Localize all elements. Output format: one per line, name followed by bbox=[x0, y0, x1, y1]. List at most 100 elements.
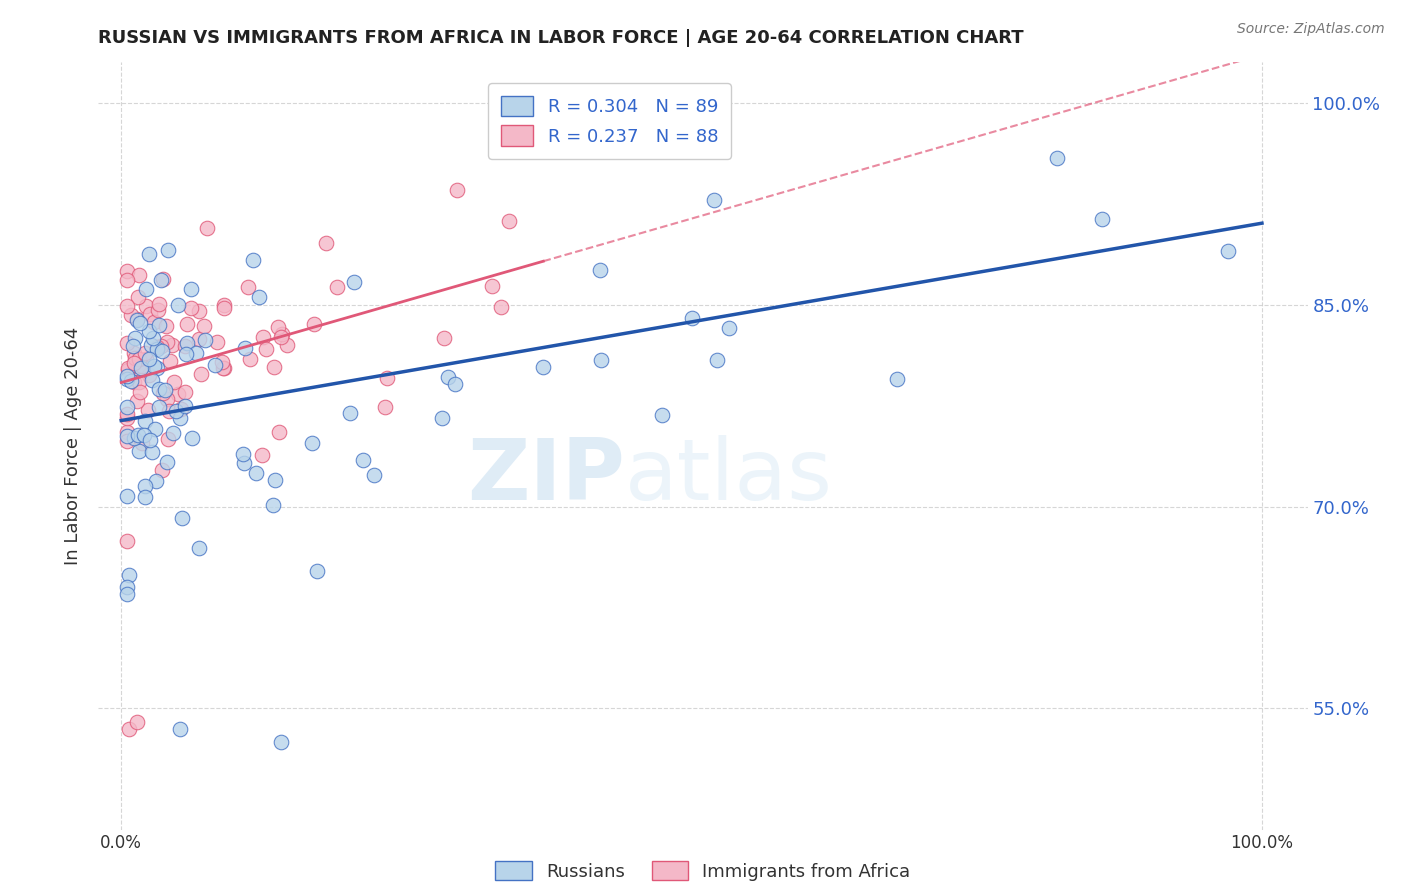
Point bbox=[706, 352, 728, 367]
Point bbox=[375, 371, 398, 385]
Point bbox=[157, 404, 180, 418]
Point bbox=[135, 352, 157, 367]
Point bbox=[176, 347, 198, 361]
Point bbox=[135, 299, 157, 313]
Point bbox=[146, 340, 169, 354]
Point bbox=[176, 317, 198, 331]
Point bbox=[165, 403, 187, 417]
Point bbox=[128, 351, 150, 366]
Point bbox=[589, 263, 612, 277]
Point bbox=[239, 352, 262, 367]
Point bbox=[172, 511, 194, 525]
Point bbox=[129, 384, 152, 399]
Point bbox=[169, 722, 191, 736]
Point bbox=[157, 244, 180, 258]
Point bbox=[194, 334, 217, 348]
Point bbox=[481, 278, 503, 293]
Point bbox=[115, 428, 138, 442]
Point bbox=[122, 375, 145, 389]
Text: RUSSIAN VS IMMIGRANTS FROM AFRICA IN LABOR FORCE | AGE 20-64 CORRELATION CHART: RUSSIAN VS IMMIGRANTS FROM AFRICA IN LAB… bbox=[98, 29, 1024, 47]
Point bbox=[115, 264, 138, 278]
Point bbox=[339, 406, 361, 420]
Point bbox=[651, 408, 673, 422]
Point bbox=[138, 351, 160, 366]
Point bbox=[214, 360, 236, 375]
Point bbox=[195, 220, 218, 235]
Point bbox=[186, 345, 208, 359]
Point bbox=[343, 275, 366, 289]
Point bbox=[162, 426, 184, 441]
Point bbox=[136, 403, 159, 417]
Point bbox=[270, 330, 292, 344]
Point bbox=[150, 463, 173, 477]
Point bbox=[498, 213, 520, 227]
Point bbox=[134, 345, 156, 359]
Point bbox=[204, 358, 226, 372]
Point bbox=[124, 331, 146, 345]
Point bbox=[138, 307, 160, 321]
Point bbox=[122, 431, 145, 445]
Point bbox=[138, 324, 160, 338]
Point bbox=[170, 401, 193, 416]
Point bbox=[120, 308, 142, 322]
Point bbox=[148, 318, 170, 332]
Point bbox=[267, 425, 290, 439]
Point bbox=[141, 373, 163, 387]
Point bbox=[174, 385, 197, 400]
Point bbox=[115, 273, 138, 287]
Point bbox=[252, 330, 274, 344]
Point bbox=[160, 338, 183, 352]
Point bbox=[127, 359, 149, 373]
Point bbox=[150, 344, 173, 359]
Point bbox=[153, 383, 176, 397]
Point bbox=[155, 319, 177, 334]
Point bbox=[245, 467, 267, 481]
Point bbox=[115, 299, 138, 313]
Point bbox=[115, 411, 138, 425]
Point bbox=[139, 337, 162, 351]
Point bbox=[531, 360, 554, 375]
Point bbox=[264, 473, 287, 487]
Point bbox=[180, 301, 202, 315]
Point bbox=[188, 332, 211, 346]
Point bbox=[432, 411, 454, 425]
Point bbox=[247, 290, 270, 304]
Point bbox=[326, 280, 349, 294]
Point bbox=[124, 351, 146, 365]
Point bbox=[142, 331, 165, 345]
Point bbox=[127, 428, 149, 442]
Point bbox=[181, 432, 204, 446]
Point bbox=[115, 407, 138, 421]
Point bbox=[134, 490, 156, 504]
Point bbox=[122, 356, 145, 370]
Point bbox=[117, 363, 139, 377]
Point bbox=[193, 319, 215, 334]
Point bbox=[263, 360, 285, 375]
Point bbox=[148, 297, 170, 311]
Point bbox=[149, 339, 172, 353]
Point bbox=[233, 341, 256, 355]
Point bbox=[127, 290, 149, 304]
Point bbox=[180, 282, 202, 296]
Point bbox=[156, 335, 179, 350]
Point bbox=[211, 355, 233, 369]
Point bbox=[302, 318, 325, 332]
Point bbox=[125, 393, 148, 408]
Point bbox=[174, 338, 197, 352]
Point bbox=[242, 252, 264, 267]
Point bbox=[131, 359, 153, 373]
Point bbox=[117, 361, 139, 376]
Point bbox=[301, 435, 323, 450]
Point bbox=[236, 280, 259, 294]
Point bbox=[315, 236, 337, 251]
Point bbox=[127, 312, 149, 326]
Point bbox=[681, 310, 703, 325]
Point bbox=[128, 268, 150, 282]
Point bbox=[1216, 244, 1239, 258]
Point bbox=[145, 474, 167, 488]
Point bbox=[212, 298, 235, 312]
Point bbox=[135, 282, 157, 296]
Point bbox=[139, 434, 162, 448]
Point bbox=[115, 580, 138, 594]
Point bbox=[125, 312, 148, 326]
